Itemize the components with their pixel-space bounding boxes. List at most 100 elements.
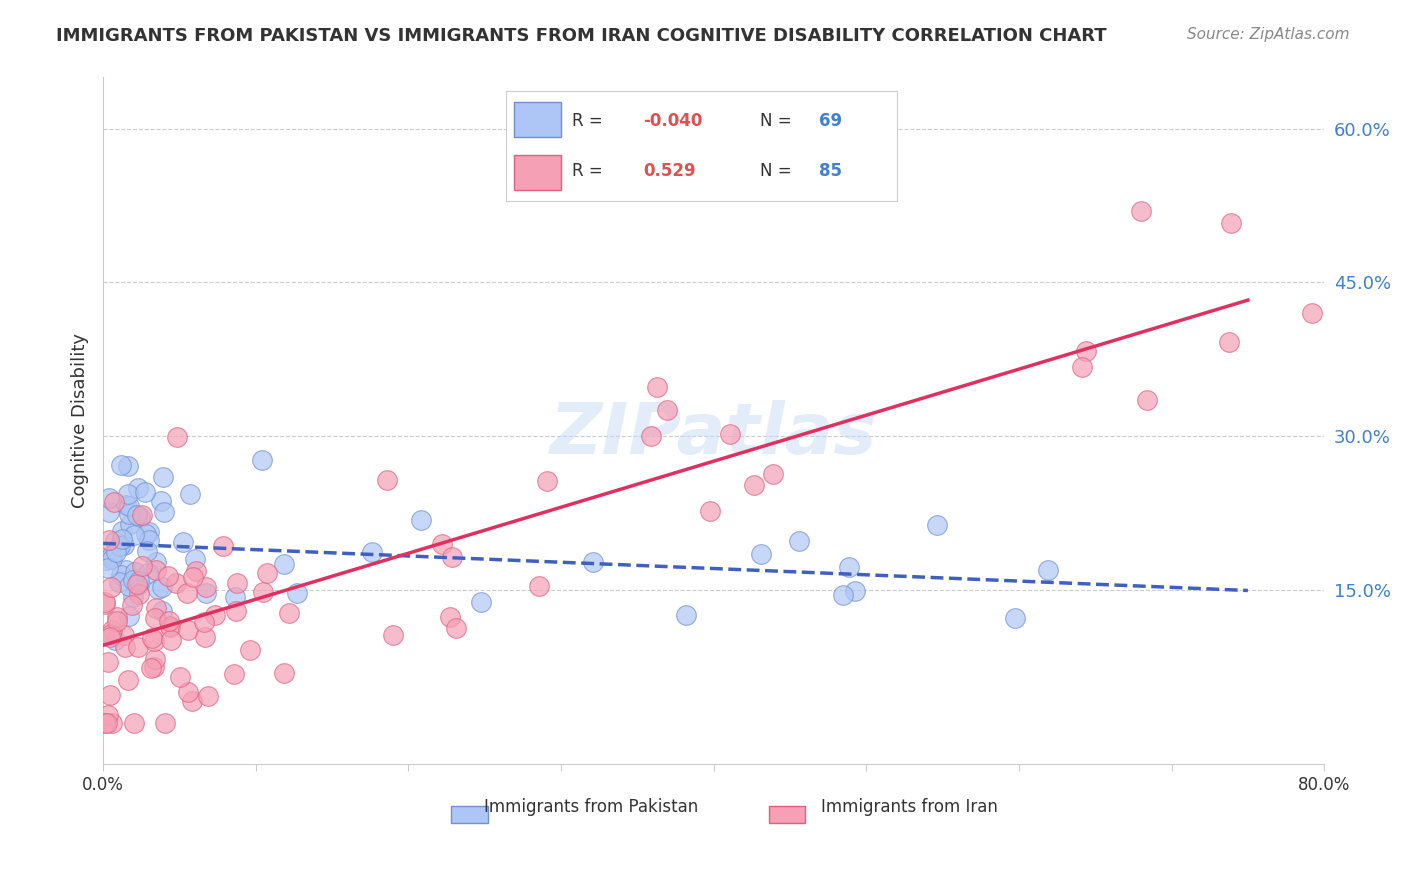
Point xyxy=(146,582,169,596)
Text: Immigrants from Iran: Immigrants from Iran xyxy=(821,797,997,816)
Point xyxy=(117,459,139,474)
Point xyxy=(96,561,118,575)
Point xyxy=(143,652,166,666)
Text: ZIPatlas: ZIPatlas xyxy=(550,400,877,469)
Point xyxy=(143,659,166,673)
Point xyxy=(135,544,157,558)
Point xyxy=(107,539,129,553)
Point xyxy=(97,655,120,669)
Point xyxy=(361,545,384,559)
Point xyxy=(131,508,153,522)
Point xyxy=(112,538,135,552)
Point xyxy=(762,467,785,482)
Point xyxy=(222,667,245,681)
Point xyxy=(441,550,464,565)
Point xyxy=(127,481,149,495)
Point xyxy=(131,558,153,573)
Point xyxy=(117,499,139,513)
Point xyxy=(110,539,132,553)
Point xyxy=(115,563,138,577)
Point xyxy=(1076,344,1098,359)
Point xyxy=(117,487,139,501)
Point xyxy=(110,458,132,472)
Point xyxy=(1218,334,1240,349)
Point xyxy=(124,528,146,542)
Point xyxy=(117,673,139,687)
Point xyxy=(105,610,128,624)
Point xyxy=(718,427,741,442)
Point xyxy=(640,429,662,443)
Point xyxy=(159,633,181,648)
Point xyxy=(118,579,141,593)
Point xyxy=(108,575,131,590)
Point xyxy=(127,578,149,592)
Point xyxy=(789,533,811,548)
Point xyxy=(152,470,174,484)
Point xyxy=(153,504,176,518)
Point xyxy=(285,585,308,599)
Point xyxy=(177,623,200,637)
Point xyxy=(157,614,180,628)
Point xyxy=(96,715,118,730)
Point xyxy=(195,580,218,594)
Point xyxy=(252,585,274,599)
Point xyxy=(112,628,135,642)
Point xyxy=(744,478,766,492)
Point xyxy=(1004,611,1026,625)
Point xyxy=(165,576,187,591)
Point xyxy=(439,610,461,624)
Point xyxy=(142,633,165,648)
Point xyxy=(179,487,201,501)
Point xyxy=(212,539,235,553)
Point xyxy=(176,586,198,600)
Point xyxy=(115,498,138,512)
Point xyxy=(184,551,207,566)
Point xyxy=(1136,392,1159,407)
Point xyxy=(94,594,117,608)
Point xyxy=(181,570,204,584)
Point xyxy=(838,559,860,574)
Point xyxy=(844,583,866,598)
Point xyxy=(145,563,167,577)
Point xyxy=(138,533,160,548)
Point xyxy=(153,715,176,730)
Point xyxy=(101,549,124,563)
Point xyxy=(411,513,433,527)
Point xyxy=(104,633,127,648)
Point xyxy=(111,524,134,539)
Point xyxy=(98,491,121,505)
Point xyxy=(225,604,247,618)
Point xyxy=(150,580,173,594)
Point xyxy=(122,715,145,730)
Point xyxy=(273,666,295,681)
Point xyxy=(193,615,215,630)
Point xyxy=(194,586,217,600)
FancyBboxPatch shape xyxy=(451,806,488,823)
Point xyxy=(118,507,141,521)
Point xyxy=(111,532,134,546)
Point xyxy=(104,533,127,548)
Point xyxy=(925,518,948,533)
Point xyxy=(97,708,120,723)
Point xyxy=(94,715,117,730)
Point xyxy=(172,534,194,549)
Point xyxy=(125,577,148,591)
Point xyxy=(122,590,145,604)
Point xyxy=(117,609,139,624)
Point xyxy=(256,566,278,581)
Point xyxy=(444,620,467,634)
Point xyxy=(103,495,125,509)
Point xyxy=(122,573,145,587)
Text: Immigrants from Pakistan: Immigrants from Pakistan xyxy=(485,797,699,816)
Point xyxy=(470,595,492,609)
Point xyxy=(382,628,405,642)
Point xyxy=(128,510,150,524)
Point xyxy=(128,587,150,601)
Point xyxy=(184,564,207,578)
FancyBboxPatch shape xyxy=(769,806,806,823)
Point xyxy=(582,555,605,569)
Point xyxy=(1070,359,1092,374)
Point xyxy=(180,694,202,708)
Point xyxy=(675,608,697,623)
Point xyxy=(145,556,167,570)
